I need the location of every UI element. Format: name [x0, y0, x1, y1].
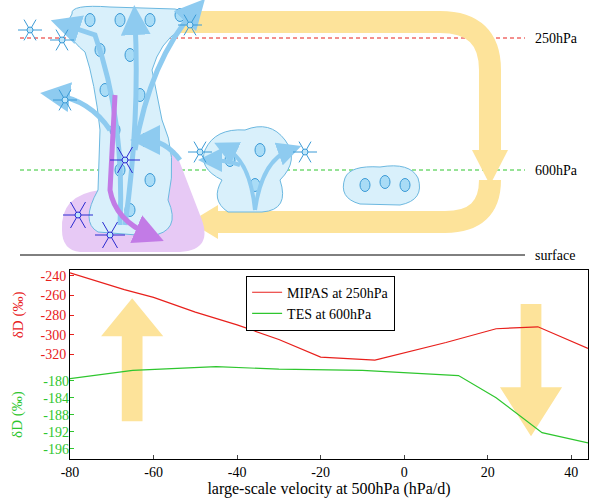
svg-text:250hPa: 250hPa	[535, 31, 578, 46]
svg-text:-80: -80	[61, 465, 80, 480]
svg-text:MIPAS at 250hPa: MIPAS at 250hPa	[287, 286, 388, 301]
svg-text:-60: -60	[144, 465, 163, 480]
svg-text:-196: -196	[43, 442, 69, 457]
svg-text:surface: surface	[535, 248, 575, 263]
svg-text:δD (‰): δD (‰)	[9, 391, 26, 438]
svg-text:-260: -260	[41, 288, 67, 303]
svg-text:0: 0	[401, 465, 408, 480]
svg-text:-320: -320	[41, 347, 67, 362]
svg-text:-240: -240	[41, 269, 67, 284]
svg-text:-188: -188	[43, 408, 69, 423]
svg-text:20: 20	[481, 465, 495, 480]
svg-text:600hPa: 600hPa	[535, 163, 578, 178]
svg-text:-40: -40	[228, 465, 247, 480]
svg-text:-20: -20	[311, 465, 330, 480]
svg-text:-184: -184	[43, 391, 69, 406]
svg-text:-300: -300	[41, 328, 67, 343]
svg-text:TES at 600hPa: TES at 600hPa	[287, 307, 372, 322]
svg-text:-192: -192	[43, 425, 69, 440]
svg-text:-180: -180	[43, 374, 69, 389]
svg-text:large-scale velocity at 500hPa: large-scale velocity at 500hPa (hPa/d)	[207, 480, 450, 498]
svg-text:-280: -280	[41, 308, 67, 323]
svg-text:δD (‰): δD (‰)	[10, 292, 27, 339]
svg-text:40: 40	[564, 465, 578, 480]
